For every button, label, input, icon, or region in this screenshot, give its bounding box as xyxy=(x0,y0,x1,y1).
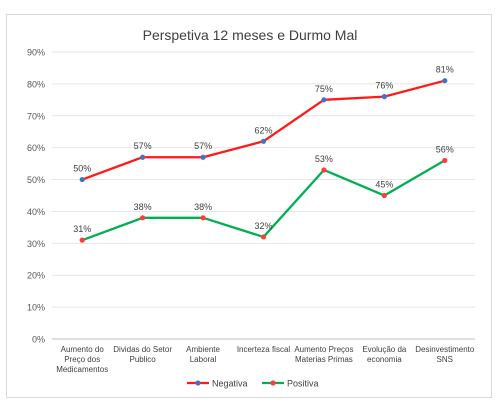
data-point-positiva xyxy=(260,234,267,240)
data-label-positiva: 53% xyxy=(315,154,333,164)
data-point-positiva xyxy=(140,215,146,221)
y-tick-label: 40% xyxy=(27,207,45,217)
data-point-negativa xyxy=(442,78,448,84)
chart-frame xyxy=(6,14,492,398)
y-tick-label: 80% xyxy=(27,79,45,89)
data-label-positiva: 45% xyxy=(375,180,393,190)
data-label-negativa: 75% xyxy=(315,84,333,94)
data-point-positiva xyxy=(442,157,448,164)
data-label-negativa: 57% xyxy=(194,141,212,151)
legend-label: Negativa xyxy=(212,379,248,389)
data-label-positiva: 38% xyxy=(134,202,152,212)
data-point-negativa xyxy=(321,97,327,103)
data-point-negativa xyxy=(79,176,85,183)
x-tick-label: Evolução da economia xyxy=(362,345,407,364)
legend-label: Positiva xyxy=(287,379,319,389)
data-point-positiva xyxy=(381,192,387,199)
y-tick-label: 60% xyxy=(27,143,45,153)
data-label-negativa: 76% xyxy=(375,81,393,91)
data-label-positiva: 32% xyxy=(254,221,272,231)
x-tick-label: Dividas do Setor Publico xyxy=(113,345,172,364)
y-tick-label: 50% xyxy=(27,175,45,185)
legend-marker xyxy=(195,380,201,386)
data-point-positiva xyxy=(200,215,206,221)
y-tick-label: 0% xyxy=(32,335,45,345)
legend-item-negativa: Negativa xyxy=(187,379,248,389)
x-tick-label: Desinvestimento SNS xyxy=(415,345,475,364)
data-point-negativa xyxy=(381,94,387,100)
data-label-negativa: 57% xyxy=(134,141,152,151)
y-tick-label: 90% xyxy=(27,48,45,58)
data-point-negativa xyxy=(140,154,146,160)
data-point-negativa xyxy=(200,154,206,160)
data-point-positiva xyxy=(321,167,327,173)
x-tick-label: Aumento Preços Materias Primas xyxy=(294,345,353,364)
data-point-negativa xyxy=(260,138,267,144)
y-tick-label: 20% xyxy=(27,271,45,281)
data-label-negativa: 62% xyxy=(254,125,272,135)
y-tick-label: 70% xyxy=(27,111,45,121)
data-point-positiva xyxy=(79,237,85,243)
data-label-negativa: 81% xyxy=(436,65,454,75)
data-label-positiva: 38% xyxy=(194,202,212,212)
data-label-negativa: 50% xyxy=(73,164,91,174)
legend-item-positiva: Positiva xyxy=(262,379,319,389)
x-tick-label: Incerteza fiscal xyxy=(237,345,291,354)
y-tick-label: 10% xyxy=(27,303,45,313)
data-label-positiva: 56% xyxy=(436,144,454,154)
chart-title: Perspetiva 12 meses e Durmo Mal xyxy=(143,27,358,43)
data-label-positiva: 31% xyxy=(73,224,91,234)
x-tick-label: Ambiente Laboral xyxy=(186,345,220,364)
y-tick-label: 30% xyxy=(27,239,45,249)
legend-marker xyxy=(270,380,276,386)
x-tick-label: Aumento do Preço dos Medicamentos xyxy=(56,345,108,374)
